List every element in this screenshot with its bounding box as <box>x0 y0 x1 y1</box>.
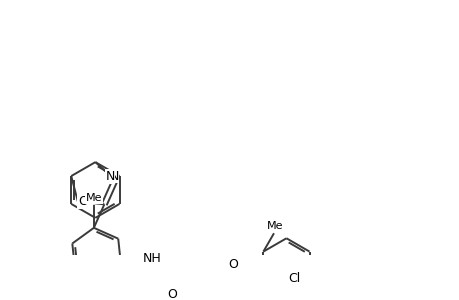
Text: Me: Me <box>266 221 282 231</box>
Text: N: N <box>105 170 115 183</box>
Text: O: O <box>78 195 88 208</box>
Text: Cl: Cl <box>288 272 300 285</box>
Text: O: O <box>227 258 237 272</box>
Text: N: N <box>109 169 118 183</box>
Text: Me: Me <box>85 194 102 203</box>
Text: NH: NH <box>143 252 161 265</box>
Text: O: O <box>167 287 177 300</box>
